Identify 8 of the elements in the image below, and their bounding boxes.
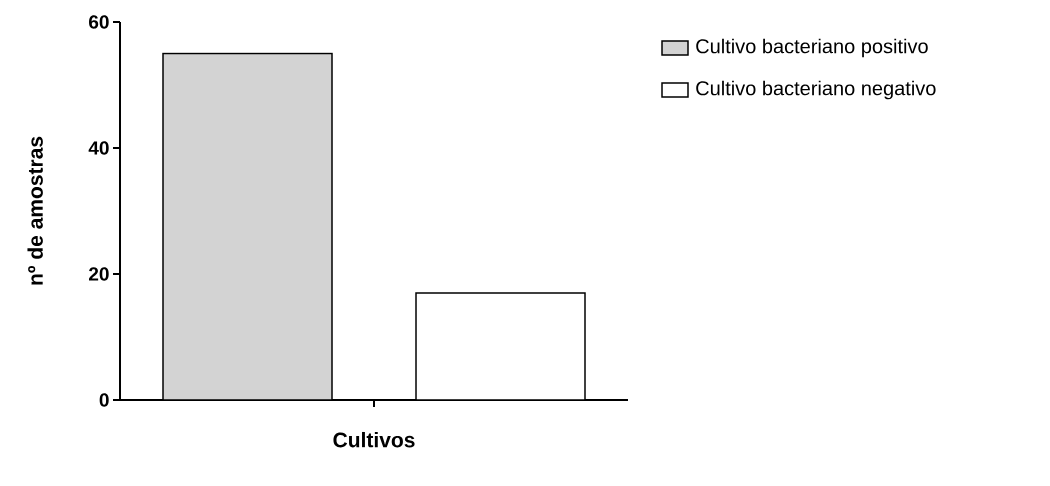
text: Cultivo bacteriano negativo: [696, 80, 936, 100]
x-axis-title: Cultivos: [333, 431, 415, 448]
y-tick-label: 20: [89, 267, 109, 281]
y-tick-label: 0: [99, 393, 109, 407]
legend-label: Cultivo bacteriano positivo: [696, 38, 928, 58]
y-tick-label: 60: [89, 15, 109, 29]
y-axis-title: nº de amostras: [27, 136, 43, 285]
y-tick-label: 40: [88, 141, 109, 155]
